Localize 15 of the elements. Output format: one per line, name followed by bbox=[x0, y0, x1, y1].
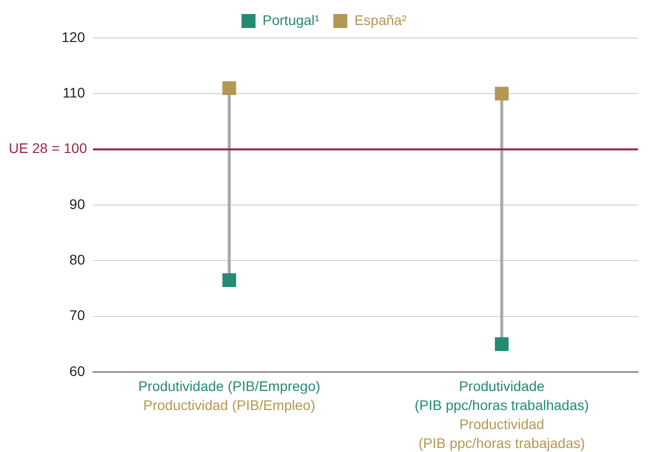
y-tick-label: 70 bbox=[69, 307, 86, 324]
y-tick-label: 120 bbox=[62, 28, 86, 45]
y-tick-label: 110 bbox=[62, 84, 86, 101]
y-tick-label: 60 bbox=[69, 362, 86, 379]
y-tick-label: 90 bbox=[69, 196, 86, 212]
point bbox=[222, 81, 236, 95]
point bbox=[494, 337, 509, 352]
point bbox=[222, 273, 236, 288]
y-tick-label: 80 bbox=[69, 252, 86, 268]
x-tick-label: Produtividade (PIB ppc/horas trabalhadas) Productividad (PIB ppc/horas trabajadas) bbox=[414, 378, 589, 451]
legend-label: Portugal¹ bbox=[262, 12, 320, 28]
x-tick-label: Produtividade (PIB/Emprego) Productividad (PIB/Empleo) bbox=[138, 378, 320, 413]
legend-label: España² bbox=[354, 12, 407, 28]
ref-line-label: UE 28 = 100 bbox=[8, 140, 88, 156]
point bbox=[494, 86, 509, 101]
